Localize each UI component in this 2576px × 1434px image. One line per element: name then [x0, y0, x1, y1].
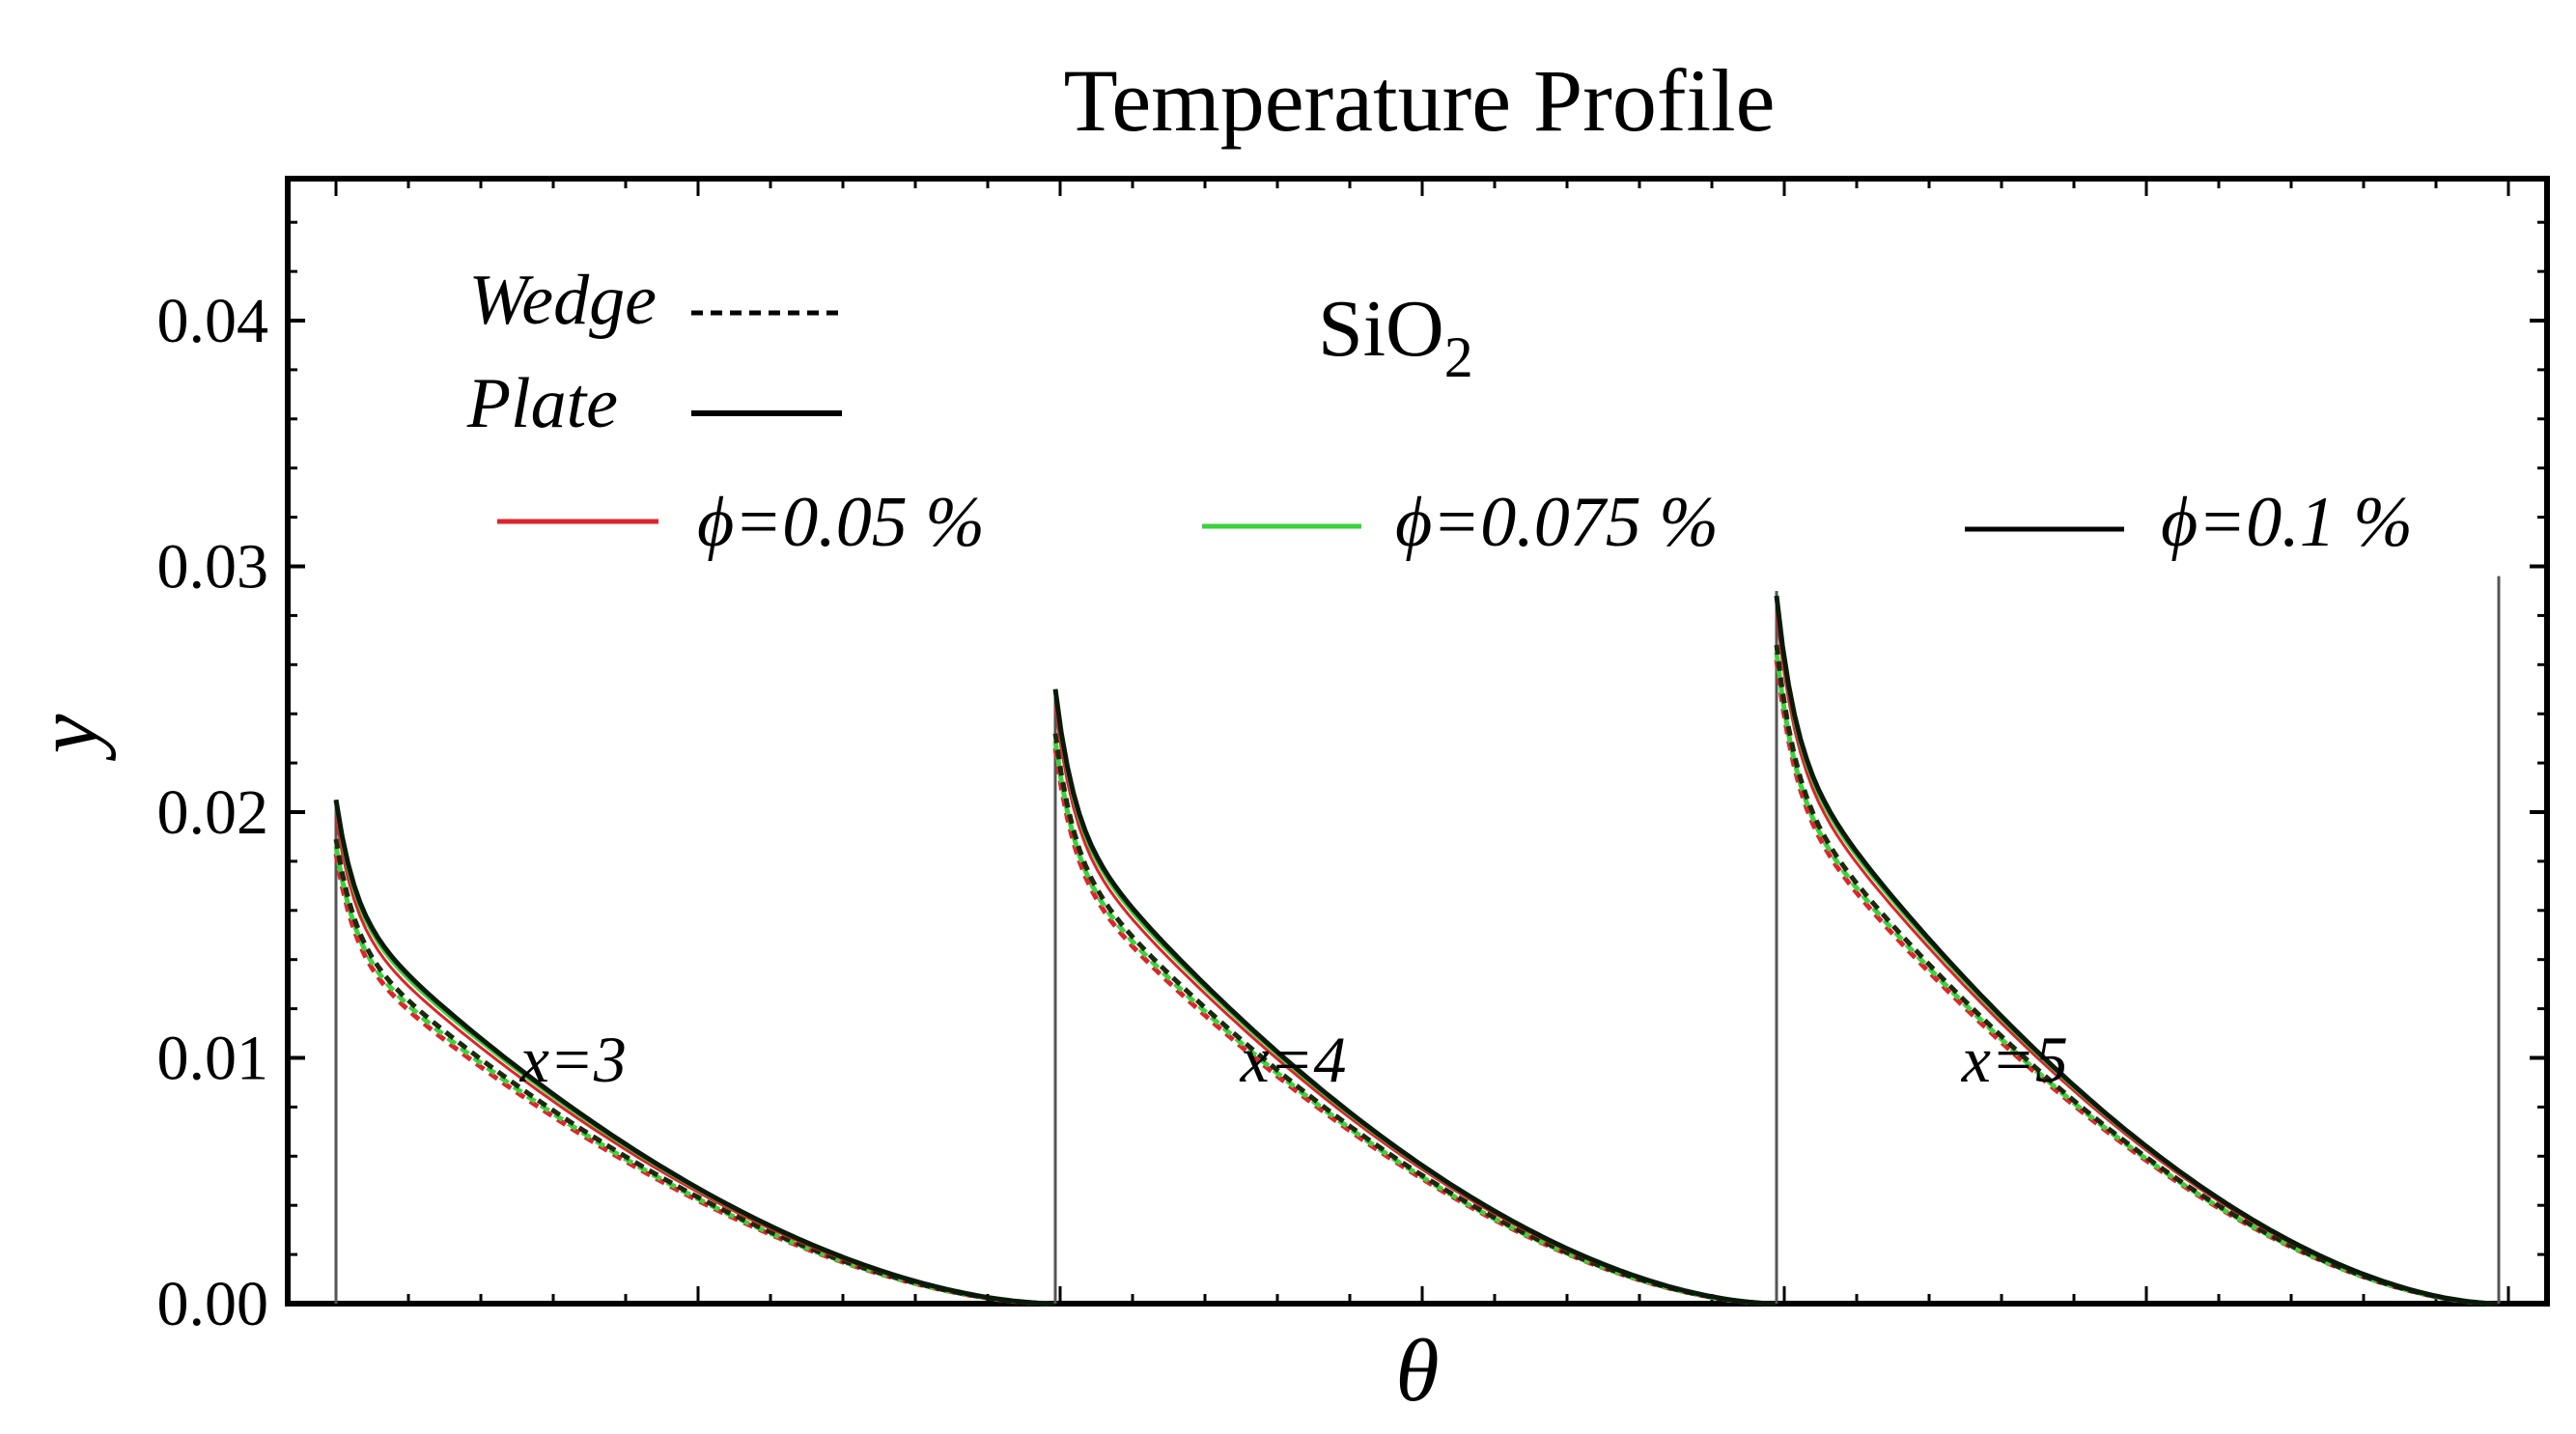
wedge-curve-phi_01: [333, 838, 1056, 1307]
material-subscript: 2: [1444, 325, 1473, 389]
panel-label: x=5: [1961, 1023, 2068, 1096]
plate-curve-phi_0075: [1775, 603, 2500, 1306]
panels: x=3 x=4 x=5: [333, 576, 2501, 1307]
plate-curve-phi_005: [1053, 706, 1778, 1306]
panel-label: x=3: [519, 1023, 627, 1096]
plate-curve-phi_005: [1775, 612, 2500, 1306]
panel-x4: x=4: [1052, 689, 1778, 1307]
plate-curve-phi_01: [1052, 689, 1778, 1307]
plate-curve-phi_0075: [1053, 696, 1778, 1306]
material-main: SiO: [1318, 284, 1444, 374]
legend-phi-0075-label: ϕ=0.075 %: [1395, 483, 1719, 562]
panel-x5: x=5: [1774, 590, 2500, 1307]
plot-frame: [285, 176, 2550, 1307]
legend-phi-005-label: ϕ=0.05 %: [697, 483, 985, 562]
material-label: SiO2: [1318, 284, 1473, 389]
y-tick-label: 0.02: [157, 777, 269, 848]
panel-x3: x=3: [333, 799, 1056, 1307]
chart-title: Temperature Profile: [1064, 51, 1776, 150]
wedge-curve-phi_005: [333, 853, 1056, 1307]
wedge-curve-phi_0075: [1774, 652, 2500, 1307]
wedge-curve-phi_01: [1052, 733, 1778, 1307]
wedge-curve-phi_005: [1774, 659, 2500, 1307]
legend-plate-label: Plate: [466, 364, 618, 443]
wedge-curve-phi_01: [1774, 644, 2500, 1307]
wedge-curve-phi_0075: [333, 846, 1056, 1307]
plate-curve-phi_005: [334, 816, 1056, 1306]
wedge-curve-phi_0075: [1052, 740, 1778, 1307]
legend-wedge-label: Wedge: [468, 261, 657, 340]
y-tick-label: 0.01: [157, 1024, 269, 1094]
plate-curve-phi_01: [1774, 595, 2500, 1307]
plate-curve-phi_0075: [334, 806, 1056, 1306]
style-legend: Wedge Plate: [466, 261, 842, 443]
y-axis-ticks: 0.00 0.01 0.02 0.03 0.04: [157, 220, 2547, 1339]
phi-legend: ϕ=0.05 % ϕ=0.075 % ϕ=0.1 %: [497, 483, 2413, 562]
y-tick-label: 0.00: [157, 1269, 269, 1339]
x-axis-label: θ: [1395, 1321, 1439, 1420]
y-tick-label: 0.04: [157, 286, 269, 356]
y-tick-label: 0.03: [157, 532, 269, 603]
plate-curve-phi_01: [333, 799, 1056, 1307]
y-axis-label: y: [17, 714, 116, 761]
wedge-curve-phi_005: [1052, 747, 1778, 1307]
x-axis-ticks: [334, 179, 2510, 1304]
panel-label: x=4: [1239, 1023, 1346, 1096]
legend-phi-01-label: ϕ=0.1 %: [2161, 483, 2413, 562]
